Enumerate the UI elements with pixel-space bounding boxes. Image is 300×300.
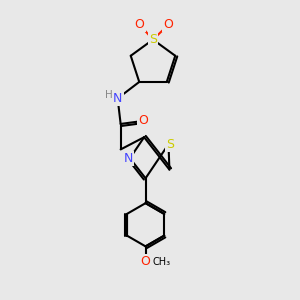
Text: O: O <box>164 18 173 31</box>
Text: H: H <box>105 90 112 100</box>
Text: O: O <box>135 18 144 31</box>
Text: O: O <box>138 114 148 128</box>
Text: S: S <box>149 33 157 46</box>
Text: S: S <box>166 138 174 151</box>
Text: N: N <box>124 152 133 165</box>
Text: O: O <box>141 256 151 268</box>
Text: CH₃: CH₃ <box>153 257 171 267</box>
Text: N: N <box>113 92 122 105</box>
